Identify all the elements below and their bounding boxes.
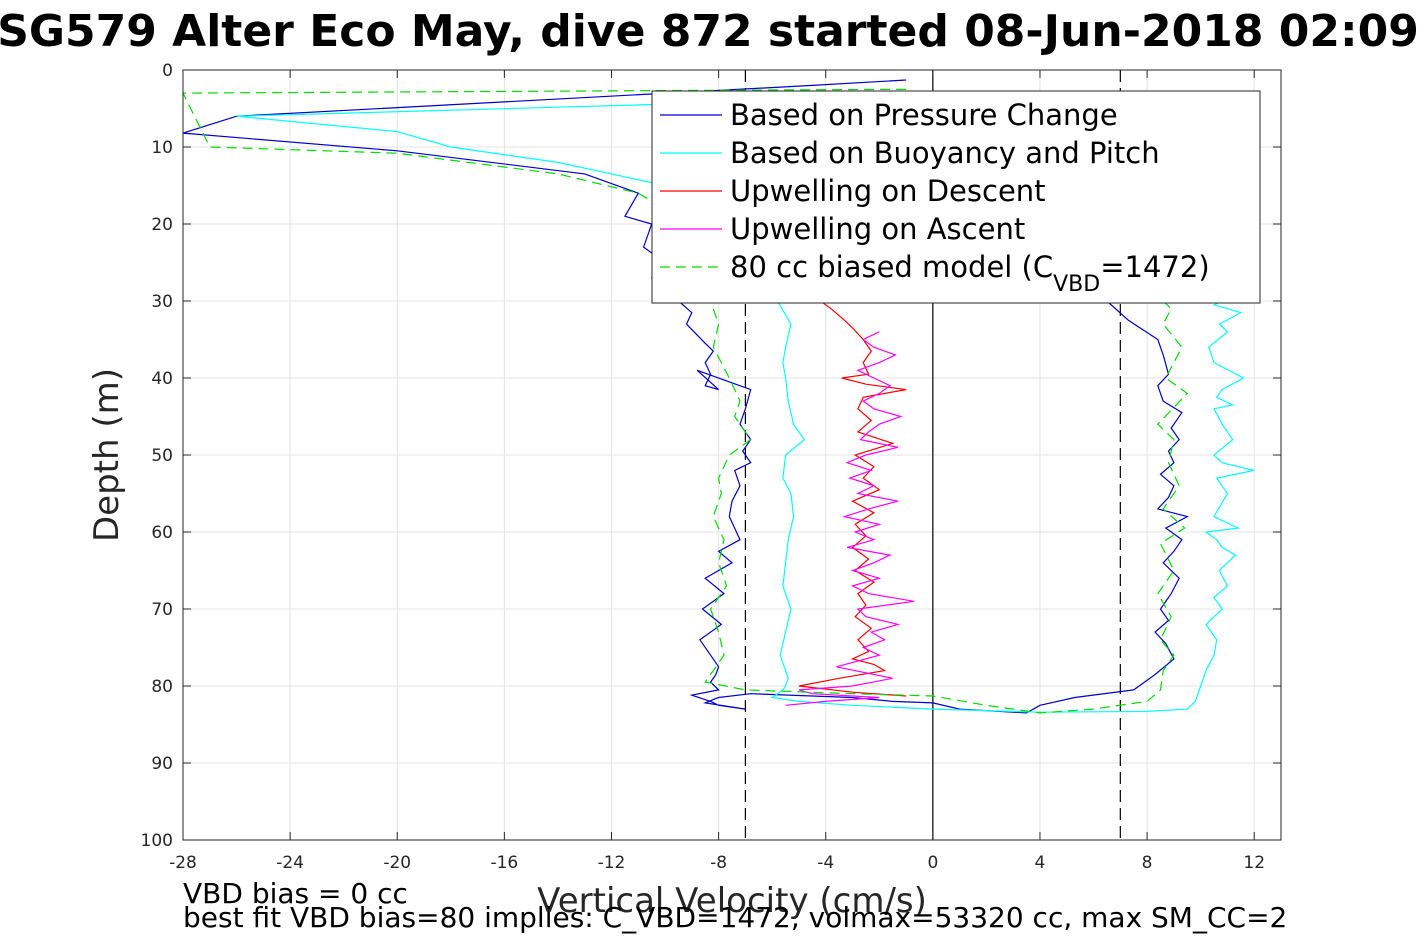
legend-label-tail: =1472) (1100, 250, 1209, 284)
legend: Based on Pressure Change Based on Buoyanc… (651, 90, 1261, 304)
series-line (798, 300, 907, 697)
y-tick-label: 80 (151, 677, 173, 697)
y-tick-label: 70 (151, 600, 173, 620)
x-tick-label: -24 (276, 853, 304, 873)
y-tick-label: 60 (151, 523, 173, 543)
chart-title: SG579 Alter Eco May, dive 872 started 08… (0, 6, 1417, 57)
x-tick-label: 4 (1035, 853, 1046, 873)
legend-label: 80 cc biased model (CVBD=1472) (730, 250, 1210, 297)
legend-label-text: 80 cc biased model (C (730, 250, 1053, 284)
x-tick-label: -20 (383, 853, 411, 873)
x-tick-label: 0 (927, 853, 938, 873)
legend-label: Based on Buoyancy and Pitch (730, 136, 1160, 170)
y-axis-label: Depth (m) (87, 368, 127, 542)
series-line (236, 96, 1255, 713)
y-tick-label: 0 (162, 61, 173, 81)
tick-marks: -28 -24 -20 -16 -12 -8 -4 0 4 8 12 0 10 20 30 40 50 60 70 8… (141, 61, 1281, 873)
best-fit-note: best fit VBD bias=80 implies: C_VBD=1472… (183, 901, 1287, 934)
x-tick-label: 12 (1243, 853, 1265, 873)
y-tick-label: 40 (151, 369, 173, 389)
series-line (182, 88, 1189, 714)
x-tick-label: -4 (817, 853, 834, 873)
x-tick-label: -8 (710, 853, 727, 873)
y-tick-label: 30 (151, 292, 173, 312)
y-tick-label: 100 (141, 831, 173, 851)
x-tick-label: 8 (1142, 853, 1153, 873)
x-axis-label: Vertical Velocity (cm/s) (537, 881, 927, 921)
legend-box (651, 90, 1261, 304)
legend-label: Upwelling on Ascent (730, 212, 1025, 246)
vbd-bias-note: VBD bias = 0 cc (183, 877, 408, 910)
x-tick-label: -16 (490, 853, 518, 873)
y-tick-label: 90 (151, 754, 173, 774)
series-line (182, 79, 1189, 714)
legend-label: Based on Pressure Change (730, 98, 1118, 132)
x-tick-label: -28 (169, 853, 197, 873)
y-tick-label: 50 (151, 446, 173, 466)
legend-label-text: Upwelling on Descent (730, 174, 1046, 208)
y-tick-label: 20 (151, 215, 173, 235)
legend-label: Upwelling on Descent (730, 174, 1046, 208)
legend-label-subscript: VBD (1053, 272, 1100, 297)
legend-label-text: Upwelling on Ascent (730, 212, 1025, 246)
series-lines (182, 79, 1255, 714)
legend-label-text: Based on Pressure Change (730, 98, 1118, 132)
y-tick-label: 10 (151, 138, 173, 158)
x-tick-label: -12 (598, 853, 626, 873)
series-line (785, 331, 915, 706)
legend-label-text: Based on Buoyancy and Pitch (730, 136, 1160, 170)
